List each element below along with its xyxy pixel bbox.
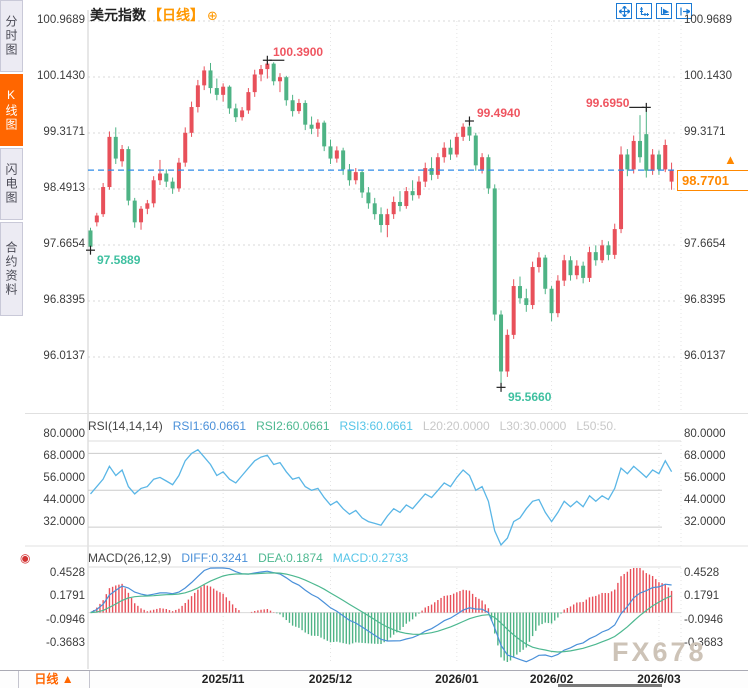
rsi-axis-label-right: 56.0000 bbox=[684, 472, 726, 485]
indicator-value: DEA:0.1874 bbox=[258, 551, 323, 565]
bottom-time-bar: 日线 ▲ bbox=[0, 670, 748, 688]
indicator-value: RSI3:60.0661 bbox=[339, 419, 413, 433]
expand-icon[interactable]: ⊕ bbox=[207, 8, 218, 23]
chart-title: 美元指数 【日线】 ⊕ bbox=[90, 5, 218, 25]
indicator-value: DIFF:0.3241 bbox=[181, 551, 249, 565]
sidebar-tab-item[interactable]: 分时图 bbox=[0, 0, 23, 72]
rsi-axis-label-left: 44.0000 bbox=[43, 494, 85, 507]
macd-legend: MACD(26,12,9) DIFF:0.3241 DEA:0.1874 MACD:0… bbox=[88, 551, 418, 565]
price-axis-label-right: 99.3171 bbox=[684, 126, 726, 138]
indicator-value: RSI2:60.0661 bbox=[256, 419, 330, 433]
price-axis-label-left: 100.1430 bbox=[37, 70, 85, 82]
extreme-marker-label: 95.5660 bbox=[508, 390, 552, 404]
indicator-value: MACD:0.2733 bbox=[332, 551, 409, 565]
price-axis-label-right: 96.0137 bbox=[684, 349, 726, 362]
price-axis-label-left: 99.3171 bbox=[43, 126, 85, 138]
rsi-axis-label-right: 68.0000 bbox=[684, 450, 726, 463]
time-axis-label: 2026/01 bbox=[435, 672, 479, 686]
price-axis-label-right: 96.8395 bbox=[684, 293, 726, 306]
rsi-axis-label-left: 32.0000 bbox=[43, 516, 85, 529]
move-tool-icon[interactable] bbox=[616, 3, 632, 19]
rsi-axis-label-right: 44.0000 bbox=[684, 494, 726, 507]
sidebar-tab-active[interactable]: K线图 bbox=[0, 74, 23, 146]
sidebar-tab-item[interactable]: 合约资料 bbox=[0, 222, 23, 316]
indicator-settings-icon[interactable]: ◉ bbox=[20, 551, 31, 565]
rsi-axis-label-left: 56.0000 bbox=[43, 472, 85, 485]
extreme-marker-label: 97.5889 bbox=[97, 253, 141, 267]
time-axis-label: 2025/12 bbox=[308, 672, 353, 686]
macd-axis-label-right: -0.3683 bbox=[684, 637, 724, 650]
indicator-value: L50:50. bbox=[576, 419, 617, 433]
period-label: 日线 bbox=[34, 672, 59, 686]
price-axis-label-right: 97.6654 bbox=[684, 237, 726, 250]
exit-right-tool-icon[interactable] bbox=[676, 3, 692, 19]
rsi-axis-label-right: 80.0000 bbox=[684, 428, 726, 440]
macd-axis-label-left: -0.3683 bbox=[45, 637, 85, 650]
price-up-arrow: ▲ bbox=[724, 152, 737, 167]
watermark: FX678 bbox=[612, 637, 707, 667]
indicator-name: RSI(14,14,14) bbox=[88, 419, 163, 433]
time-axis-label: 2025/11 bbox=[201, 672, 245, 686]
price-axis-label-left: 96.8395 bbox=[43, 293, 85, 306]
axis-pointer-tool-icon[interactable] bbox=[656, 3, 672, 19]
rsi-axis-label-right: 32.0000 bbox=[684, 516, 726, 529]
indicator-name: MACD(26,12,9) bbox=[88, 551, 172, 565]
sidebar-tab-item[interactable]: 闪电图 bbox=[0, 148, 23, 220]
period-selector[interactable]: 日线 ▲ bbox=[18, 671, 90, 688]
macd-axis-label-right: 0.4528 bbox=[684, 566, 720, 579]
rsi-legend: RSI(14,14,14) RSI1:60.0661 RSI2:60.0661 RSI… bbox=[88, 419, 626, 433]
price-axis-label-left: 97.6654 bbox=[43, 237, 85, 250]
axis-scale-tool-icon[interactable] bbox=[636, 3, 652, 19]
chart-toolbar bbox=[616, 3, 692, 19]
indicator-value: L20:20.0000 bbox=[422, 419, 490, 433]
macd-axis-label-left: -0.0946 bbox=[45, 613, 85, 626]
time-axis-label: 2026/03 bbox=[637, 672, 681, 686]
macd-axis-label-left: 0.1791 bbox=[49, 590, 85, 603]
current-price-box: 98.7701 bbox=[677, 170, 748, 191]
price-axis-label-left: 96.0137 bbox=[43, 349, 85, 362]
price-axis-label-left: 100.9689 bbox=[37, 14, 85, 26]
price-axis-label-right: 100.9689 bbox=[684, 14, 732, 26]
extreme-marker-label: 99.6950 bbox=[586, 96, 630, 110]
time-axis-label: 2026/02 bbox=[529, 672, 574, 686]
period-tag: 【日线】 bbox=[148, 7, 204, 23]
macd-axis-label-right: -0.0946 bbox=[684, 613, 724, 626]
extreme-marker-label: 100.3900 bbox=[273, 45, 324, 59]
extreme-marker-label: 99.4940 bbox=[477, 106, 521, 120]
price-axis-label-left: 98.4913 bbox=[43, 181, 85, 194]
macd-axis-label-right: 0.1791 bbox=[684, 590, 720, 603]
rsi-axis-label-left: 68.0000 bbox=[43, 450, 85, 463]
period-expand-arrow: ▲ bbox=[61, 672, 74, 686]
macd-axis-label-left: 0.4528 bbox=[49, 566, 85, 579]
rsi-axis-label-left: 80.0000 bbox=[43, 428, 85, 440]
indicator-value: RSI1:60.0661 bbox=[172, 419, 247, 433]
chart-type-sidebar: 分时图 K线图 闪电图 合约资料 bbox=[0, 0, 25, 318]
price-axis-label-right: 100.1430 bbox=[684, 70, 732, 82]
indicator-value: L30:30.0000 bbox=[499, 419, 567, 433]
horizontal-scrollbar-thumb[interactable] bbox=[558, 684, 662, 687]
symbol-name: 美元指数 bbox=[90, 7, 146, 23]
